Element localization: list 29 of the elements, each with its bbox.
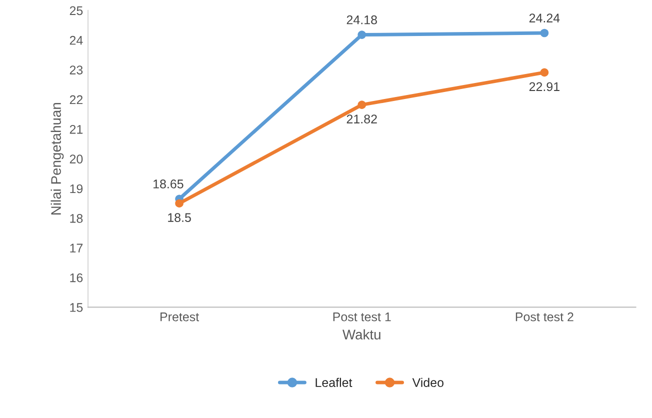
data-label: 18.65 [154,180,184,188]
x-tick-label: Post test 1 [333,312,391,322]
data-label: 18.5 [168,213,191,222]
y-tick-label: 22 [70,95,83,104]
data-label: 24.24 [529,14,560,22]
point [540,28,549,38]
y-tick-label: 15 [70,303,83,312]
y-tick-label: 25 [70,6,83,16]
x-axis-title: Waktu [342,329,380,340]
data-label: 22.91 [529,82,560,92]
y-tick-label: 16 [70,273,83,282]
y-tick-label: 21 [70,124,83,134]
legend-label: Leaflet [316,378,352,388]
y-tick-label: 19 [70,184,83,194]
x-tick-label: Post test 2 [516,312,574,322]
point [540,68,549,77]
data-label: 24.18 [346,15,377,24]
x-tick-label: Pretest [160,312,200,322]
data-label: 21.82 [346,114,377,124]
y-tick-label: 20 [70,154,83,164]
y-axis-title: Nilai Pengetahuan [50,102,64,214]
y-tick-label: 17 [70,244,83,252]
y-tick-label: 18 [70,214,83,223]
point [175,199,184,208]
y-tick-label: 23 [70,66,83,74]
point [358,30,366,39]
y-tick-label: 24 [70,36,83,45]
legend-label: Video [412,378,444,388]
point [358,100,366,109]
